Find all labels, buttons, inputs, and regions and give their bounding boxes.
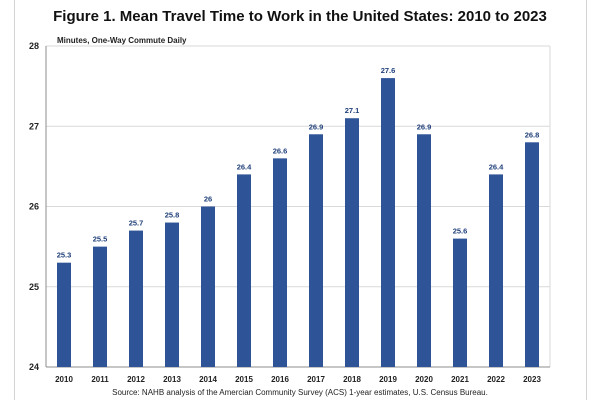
bar: [489, 174, 503, 367]
x-tick-label: 2013: [163, 375, 181, 384]
data-label: 26.6: [273, 146, 288, 155]
bar: [165, 222, 179, 367]
x-tick-label: 2020: [415, 375, 433, 384]
y-tick-label: 26: [29, 202, 39, 212]
x-tick-label: 2011: [91, 375, 109, 384]
bar: [453, 238, 467, 367]
chart-title: Figure 1. Mean Travel Time to Work in th…: [53, 8, 547, 25]
bar: [201, 206, 215, 367]
x-tick-label: 2019: [379, 375, 397, 384]
bar: [237, 174, 251, 367]
data-label: 26.9: [417, 122, 432, 131]
data-label: 25.7: [129, 219, 144, 228]
bar: [381, 78, 395, 367]
x-tick-label: 2023: [523, 375, 541, 384]
data-label: 26.9: [309, 122, 324, 131]
data-label: 27.6: [381, 66, 396, 75]
chart-frame: [14, 0, 587, 400]
x-tick-label: 2016: [271, 375, 289, 384]
data-label: 25.8: [165, 211, 180, 220]
bar: [57, 262, 71, 367]
bar: [273, 158, 287, 367]
x-tick-label: 2018: [343, 375, 361, 384]
y-tick-label: 25: [29, 282, 39, 292]
data-label: 25.5: [93, 235, 108, 244]
data-label: 26.4: [489, 162, 504, 171]
bar: [93, 246, 107, 367]
data-label: 25.3: [57, 251, 72, 260]
data-label: 25.6: [453, 227, 468, 236]
y-tick-label: 27: [29, 121, 39, 131]
bar: [345, 118, 359, 367]
data-label: 26.4: [237, 162, 252, 171]
bar: [309, 134, 323, 367]
y-axis-label: Minutes, One-Way Commute Daily: [57, 36, 187, 45]
x-tick-label: 2015: [235, 375, 253, 384]
x-tick-label: 2010: [55, 375, 73, 384]
data-label: 26: [204, 195, 212, 204]
bar: [417, 134, 431, 367]
bar: [129, 230, 143, 367]
y-tick-label: 24: [29, 362, 39, 372]
data-label: 26.8: [525, 130, 540, 139]
x-tick-label: 2012: [127, 375, 145, 384]
y-tick-label: 28: [29, 41, 39, 51]
data-label: 27.1: [345, 106, 360, 115]
x-tick-label: 2021: [451, 375, 469, 384]
source-note: Source: NAHB analysis of the Amercian Co…: [112, 388, 488, 397]
x-tick-label: 2017: [307, 375, 325, 384]
x-tick-label: 2022: [487, 375, 505, 384]
x-tick-label: 2014: [199, 375, 217, 384]
bar: [525, 142, 539, 367]
